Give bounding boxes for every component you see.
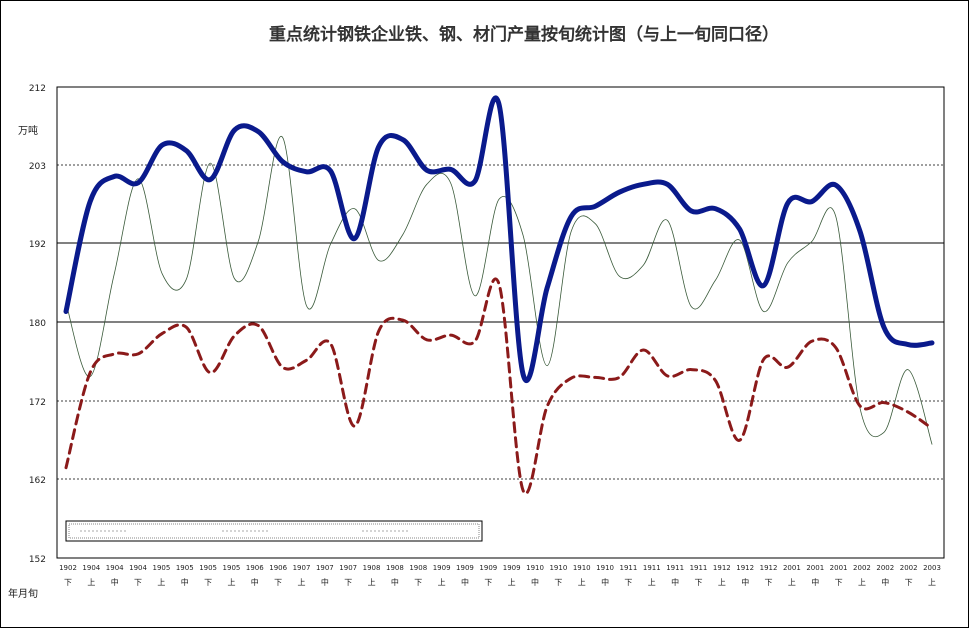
x-tick-label: 1906 (269, 564, 287, 572)
x-tick-sublabel: 下 (274, 578, 282, 587)
x-tick-sublabel: 下 (204, 578, 212, 587)
x-tick-sublabel: 中 (881, 577, 889, 587)
x-tick-label: 1908 (409, 564, 427, 572)
y-tick-label: 192 (29, 240, 46, 250)
x-tick-sublabel: 上 (298, 578, 306, 587)
x-tick-sublabel: 下 (484, 578, 492, 587)
x-tick-label: 1906 (246, 564, 264, 572)
x-tick-label: 1905 (199, 564, 217, 572)
x-tick-label: 1911 (643, 564, 661, 572)
x-tick-label: 2001 (783, 564, 801, 572)
x-tick-label: 1912 (760, 564, 778, 572)
x-tick-sublabel: 中 (531, 577, 539, 587)
x-tick-label: 1905 (176, 564, 194, 572)
series-line-thin-green (65, 136, 933, 445)
x-tick-sublabel: 中 (111, 577, 119, 587)
y-tick-label: 203 (29, 162, 46, 172)
x-tick-label: 2002 (853, 564, 871, 572)
x-tick-label: 1912 (713, 564, 731, 572)
x-tick-label: 1909 (503, 564, 521, 572)
x-tick-label: 1910 (526, 564, 544, 572)
x-tick-sublabel: 中 (741, 577, 749, 587)
x-tick-sublabel: 下 (905, 578, 913, 587)
x-tick-sublabel: 中 (461, 577, 469, 587)
x-tick-label: 1909 (456, 564, 474, 572)
series-line-dashed-red (64, 277, 934, 495)
x-tick-sublabel: 上 (508, 578, 516, 587)
x-tick-sublabel: 上 (368, 578, 376, 587)
chart-title: 重点统计钢铁企业铁、钢、材门产量按旬统计图（与上一旬同口径） (269, 24, 779, 45)
x-tick-sublabel: 上 (858, 578, 866, 587)
x-tick-label: 1911 (690, 564, 708, 572)
x-tick-label: 1909 (479, 564, 497, 572)
y-tick-label: 152 (29, 555, 46, 565)
x-tick-label: 2001 (830, 564, 848, 572)
x-tick-sublabel: 中 (321, 577, 329, 587)
x-tick-sublabel: 上 (788, 578, 796, 587)
x-tick-label: 1907 (293, 564, 311, 572)
x-tick-label: 1902 (59, 564, 77, 572)
x-tick-label: 1910 (573, 564, 591, 572)
x-tick-label: 2003 (923, 564, 941, 572)
x-tick-sublabel: 上 (227, 578, 235, 587)
x-tick-sublabel: 中 (601, 577, 609, 587)
x-tick-label: 1908 (363, 564, 381, 572)
x-tick-sublabel: 下 (134, 578, 142, 587)
x-tick-label: 1904 (82, 564, 100, 572)
x-tick-sublabel: 中 (811, 577, 819, 587)
x-tick-sublabel: 中 (181, 577, 189, 587)
x-tick-sublabel: 下 (554, 578, 562, 587)
x-tick-sublabel: 下 (344, 578, 352, 587)
series-line-thick-blue (63, 95, 935, 383)
x-tick-label: 1908 (386, 564, 404, 572)
x-tick-label: 1904 (129, 564, 147, 572)
y-tick-label: 172 (29, 398, 46, 408)
x-tick-label: 1907 (316, 564, 334, 572)
x-tick-sublabel: 上 (157, 578, 165, 587)
x-tick-label: 2002 (876, 564, 894, 572)
x-tick-sublabel: 上 (578, 578, 586, 587)
x-tick-sublabel: 下 (414, 578, 422, 587)
x-tick-sublabel: 中 (671, 577, 679, 587)
x-tick-label: 1905 (152, 564, 170, 572)
x-tick-label: 2001 (806, 564, 824, 572)
x-tick-sublabel: 中 (251, 577, 259, 587)
x-tick-label: 1909 (433, 564, 451, 572)
x-tick-sublabel: 上 (648, 578, 656, 587)
x-axis-label: 年月旬 (8, 587, 38, 600)
x-tick-sublabel: 上 (928, 578, 936, 587)
x-tick-sublabel: 下 (765, 578, 773, 587)
x-tick-sublabel: 下 (624, 578, 632, 587)
x-tick-sublabel: 下 (694, 578, 702, 587)
x-tick-label: 1912 (736, 564, 754, 572)
y-axis-label: 万吨 (18, 124, 38, 137)
y-tick-label: 162 (29, 476, 46, 486)
x-tick-label: 2002 (900, 564, 918, 572)
x-tick-sublabel: 中 (391, 577, 399, 587)
x-tick-sublabel: 下 (64, 578, 72, 587)
x-tick-label: 1904 (106, 564, 124, 572)
x-tick-sublabel: 上 (438, 578, 446, 587)
x-tick-sublabel: 上 (718, 578, 726, 587)
legend-inner-border (68, 523, 480, 539)
x-tick-label: 1905 (223, 564, 241, 572)
x-tick-label: 1907 (339, 564, 357, 572)
x-tick-label: 1911 (620, 564, 638, 572)
y-tick-label: 180 (29, 319, 46, 329)
x-tick-label: 1910 (549, 564, 567, 572)
y-tick-label: 212 (29, 84, 46, 94)
x-tick-label: 1910 (596, 564, 614, 572)
x-tick-sublabel: 上 (87, 578, 95, 587)
legend-box (65, 520, 483, 542)
x-tick-sublabel: 下 (835, 578, 843, 587)
x-tick-label: 1911 (666, 564, 684, 572)
